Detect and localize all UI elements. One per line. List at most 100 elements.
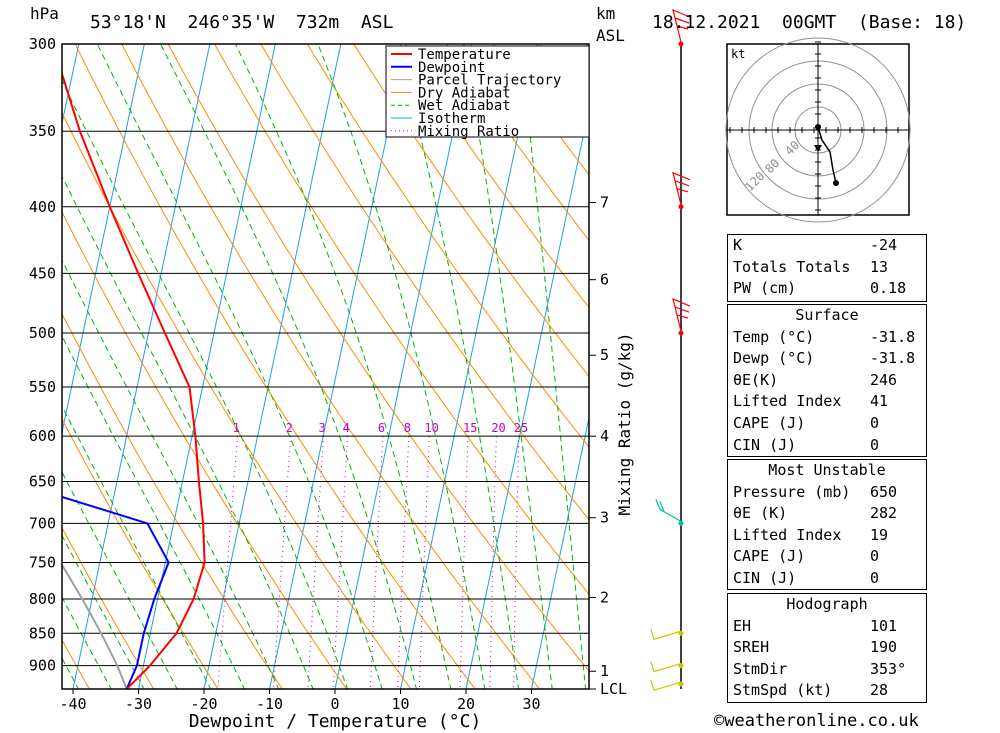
wind-barb bbox=[672, 298, 691, 332]
surface-dewp: Dewp (°C) -31.8 bbox=[733, 349, 916, 368]
mixing-ratio-label: 15 bbox=[463, 421, 477, 435]
wind-barb bbox=[650, 629, 682, 641]
dry-adiabat bbox=[62, 312, 283, 689]
x-axis-label: Dewpoint / Temperature (°C) bbox=[189, 711, 482, 732]
pressure-label: 600 bbox=[29, 427, 56, 445]
dry-adiabat bbox=[62, 418, 219, 689]
location-title: 53°18'N 246°35'W 732m ASL bbox=[90, 12, 394, 33]
isotherm bbox=[62, 44, 145, 435]
km-tick-label: 4 bbox=[600, 427, 609, 445]
mixing-ratio-line bbox=[513, 436, 520, 688]
mixing-ratio-label: 10 bbox=[424, 421, 438, 435]
pressure-label: 850 bbox=[29, 624, 56, 642]
km-tick-label: 5 bbox=[600, 346, 609, 364]
mixing-ratio-label: 2 bbox=[286, 421, 293, 435]
wet-adiabat bbox=[62, 471, 178, 689]
hodograph-point bbox=[833, 180, 839, 186]
legend-label: Parcel Trajectory bbox=[418, 73, 561, 89]
mixing-ratio-line bbox=[369, 436, 384, 688]
wet-adiabat bbox=[96, 44, 383, 689]
mu-title: Most Unstable bbox=[768, 461, 886, 479]
mixing-ratio-line bbox=[397, 436, 410, 688]
storm-motion-marker bbox=[814, 145, 822, 152]
mu-li: Lifted Index 19 bbox=[733, 525, 889, 544]
mixing-ratio-axis-label: Mixing Ratio (g/kg) bbox=[615, 332, 634, 515]
legend-label: Temperature bbox=[418, 47, 511, 63]
dry-adiabat bbox=[0, 44, 25, 689]
mixing-ratio-line bbox=[273, 436, 292, 688]
wind-barb bbox=[650, 679, 682, 691]
stat-totals: Totals Totals 13 bbox=[733, 257, 889, 276]
isotherm bbox=[269, 44, 407, 689]
pressure-label: 900 bbox=[29, 657, 56, 675]
wind-barb bbox=[650, 661, 682, 673]
profile-temperature bbox=[62, 70, 206, 689]
mixing-ratio-line bbox=[332, 436, 349, 688]
mixing-ratio-line bbox=[418, 436, 430, 688]
x-tick-label: -30 bbox=[125, 695, 152, 713]
dry-adiabat bbox=[74, 44, 476, 689]
asl-unit: ASL bbox=[596, 26, 625, 45]
mixing-ratio-line bbox=[217, 436, 239, 688]
surface-thetae: θE(K) 246 bbox=[733, 370, 898, 389]
hpa-unit: hPa bbox=[30, 4, 59, 23]
wet-adiabat bbox=[160, 44, 417, 689]
mixing-ratio-label: 6 bbox=[378, 421, 385, 435]
pressure-label: 750 bbox=[29, 553, 56, 571]
pressure-label: 400 bbox=[29, 198, 56, 216]
dry-adiabat bbox=[353, 44, 589, 378]
pressure-label: 700 bbox=[29, 514, 56, 532]
km-tick-label: 7 bbox=[600, 194, 609, 212]
wet-adiabat bbox=[62, 79, 349, 689]
legend-label: Isotherm bbox=[418, 111, 485, 127]
profile-parcel-trajectory bbox=[62, 562, 128, 689]
stat-pw: PW (cm) 0.18 bbox=[733, 279, 907, 298]
x-tick-label: -10 bbox=[256, 695, 283, 713]
dry-adiabat bbox=[62, 526, 155, 689]
legend-label: Dewpoint bbox=[418, 60, 485, 76]
isotherm bbox=[0, 44, 13, 689]
isotherm bbox=[334, 44, 473, 689]
wet-adiabat bbox=[62, 334, 246, 689]
x-tick-label: -40 bbox=[59, 695, 86, 713]
hodograph-box: Hodograph EH 101 SREH 190 StmDir 353° StmSp… bbox=[727, 593, 927, 703]
hodo-eh: EH 101 bbox=[733, 616, 898, 635]
isotherm bbox=[203, 44, 342, 689]
wind-level-dot bbox=[678, 204, 684, 210]
dry-adiabat bbox=[121, 44, 540, 689]
wet-adiabat bbox=[62, 534, 145, 689]
stat-k: K -24 bbox=[733, 236, 898, 254]
mixing-ratio-line bbox=[489, 436, 497, 688]
isotherm bbox=[400, 44, 538, 689]
x-tick-label: -20 bbox=[190, 695, 217, 713]
x-tick-label: 10 bbox=[391, 695, 409, 713]
km-tick-label: LCL bbox=[600, 680, 627, 698]
isotherm bbox=[72, 44, 211, 689]
mu-thetae: θE (K) 282 bbox=[733, 504, 898, 523]
wind-level-dot bbox=[678, 330, 684, 336]
mixing-ratio-label: 1 bbox=[233, 421, 240, 435]
mixing-ratio-line bbox=[307, 436, 324, 688]
plot-frame bbox=[61, 43, 590, 690]
dry-adiabat bbox=[62, 210, 348, 689]
pressure-label: 800 bbox=[29, 590, 56, 608]
km-tick-label: 3 bbox=[600, 509, 609, 527]
pressure-label: 350 bbox=[29, 122, 56, 140]
hodograph-trace bbox=[817, 126, 837, 184]
wind-level-dot bbox=[678, 520, 684, 526]
isotherm bbox=[465, 106, 589, 689]
hodograph-unit: kt bbox=[731, 47, 745, 61]
hodograph-point bbox=[815, 124, 821, 130]
mu-cin: CIN (J) 0 bbox=[733, 568, 880, 587]
surface-temp: Temp (°C) -31.8 bbox=[733, 327, 916, 346]
km-tick-label: 1 bbox=[600, 662, 609, 680]
wet-adiabat bbox=[235, 44, 452, 689]
surface-box: Surface Temp (°C) -31.8 Dewp (°C) -31.8 θE… bbox=[727, 304, 927, 457]
hodo-sreh: SREH 190 bbox=[733, 638, 898, 657]
mixing-ratio-label: 4 bbox=[343, 421, 350, 435]
dry-adiabat bbox=[260, 44, 589, 521]
wet-adiabat bbox=[62, 259, 280, 689]
